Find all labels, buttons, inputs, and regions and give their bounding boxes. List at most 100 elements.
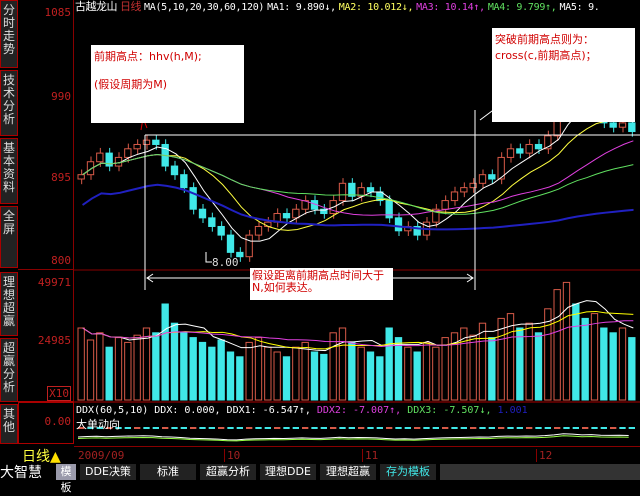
volume-bar (142, 327, 151, 401)
volume-tick: 49971 (37, 276, 71, 289)
ma30-line (82, 154, 634, 215)
period-label: 日线 (22, 449, 50, 465)
candle (133, 143, 141, 150)
volume-bar (525, 322, 533, 401)
candle (198, 208, 207, 219)
annotation-prior-high: 前期高点：hhv(h,M); (假设周期为M) (91, 45, 244, 123)
candle (478, 174, 487, 184)
volume-bar (516, 327, 524, 401)
candle (217, 225, 225, 236)
candle (441, 200, 449, 210)
ddx-axis: 0.00 (18, 402, 74, 444)
ma-params: MA(5,10,20,30,60,120) (144, 2, 265, 13)
volume-bar (320, 353, 328, 401)
tab-lixiang-dde[interactable]: 理想DDE (260, 464, 316, 480)
annotation-text: 突破前期高点则为： (495, 33, 594, 46)
volume-ma20-line (82, 320, 634, 347)
volume-bar (469, 334, 477, 401)
ddx-subtitle: 大单动向 (76, 418, 120, 431)
tab-chaoying-analysis[interactable]: 超赢分析 (200, 464, 256, 480)
candle (357, 187, 365, 197)
volume-axis: 49971 24985 X10 (18, 270, 74, 402)
candle (180, 174, 188, 189)
candle (469, 182, 477, 189)
candle (432, 208, 440, 223)
candle (385, 200, 393, 219)
ddx-params: DDX(60,5,10) (76, 405, 149, 416)
date-tick: 2009/09 (78, 449, 125, 462)
ddx-tick: 0.00 (44, 415, 72, 428)
volume-bar (488, 337, 496, 401)
candle (460, 187, 468, 193)
volume-bar (180, 332, 188, 401)
candle (348, 182, 356, 197)
candle (301, 200, 309, 210)
tab-dde-decision[interactable]: DDE决策 (80, 464, 136, 480)
candle (450, 191, 459, 202)
period-selector[interactable]: 日线▲ (18, 446, 74, 465)
volume-bar (217, 339, 225, 401)
volume-bar (572, 303, 580, 401)
tab-intraday[interactable]: 分时走势 (0, 0, 18, 68)
candle (105, 152, 113, 167)
ma5-value: MA5: 9. (559, 2, 600, 13)
tab-lixiang-chaoying[interactable]: 理想超赢 (0, 272, 18, 336)
ddx3-value: DDX3: -7.507↓, (407, 405, 492, 416)
volume-bar (600, 327, 608, 401)
volume-bar (292, 346, 300, 401)
volume-bar (338, 327, 347, 401)
candle (208, 217, 216, 227)
candle (506, 148, 515, 158)
volume-bar (282, 356, 291, 401)
volume-bar (628, 337, 636, 401)
ma2-value: MA2: 10.012↓, (338, 2, 414, 13)
tab-save-template[interactable]: 存为模板 (380, 464, 436, 480)
volume-bar (441, 337, 449, 401)
low-price-label: 8.00 (212, 256, 239, 269)
volume-bar (553, 289, 561, 401)
price-tick: 1085 (44, 6, 72, 19)
volume-bar (413, 351, 421, 401)
volume-bar (273, 351, 281, 401)
volume-bar (161, 303, 169, 401)
tab-chaoying-analysis[interactable]: 超赢分析 (0, 338, 18, 402)
ma4-value: MA4: 9.799↑, (487, 2, 557, 13)
volume-bar (581, 317, 589, 401)
candle (394, 217, 403, 232)
tab-other[interactable]: 其他 (0, 404, 18, 444)
kline-chart[interactable] (74, 0, 640, 444)
volume-bar (357, 346, 365, 401)
tab-lixiang-chaoying[interactable]: 理想超赢 (320, 464, 376, 480)
tab-standard[interactable]: 标准 (140, 464, 196, 480)
annotation-period-question: 假设距离前期高点时间大于N,如何表达。 (250, 268, 393, 300)
tab-bar-filler (440, 464, 640, 480)
volume-ma5-line (82, 300, 634, 352)
ddx1-value: DDX1: -6.547↑, (226, 405, 311, 416)
price-tick: 990 (51, 90, 71, 103)
candle (236, 251, 244, 258)
volume-bar (96, 332, 104, 401)
ma1-value: MA1: 9.890↓, (267, 2, 336, 13)
tab-technical[interactable]: 技术分析 (0, 70, 18, 136)
volume-bar (236, 356, 244, 401)
volume-bar (450, 332, 459, 401)
tab-fundamentals[interactable]: 基本资料 (0, 138, 18, 204)
volume-bar (77, 327, 85, 401)
volume-bar (609, 332, 617, 401)
volume-bar (385, 327, 393, 401)
volume-unit: X10 (47, 386, 71, 401)
volume-bar (366, 351, 375, 401)
annotation-text: (假设周期为M) (94, 78, 168, 91)
volume-bar (152, 332, 160, 401)
volume-tick: 24985 (37, 334, 71, 347)
ddx-line (77, 435, 629, 442)
triangle-up-icon: ▲ (50, 449, 61, 465)
candle (254, 225, 263, 236)
brand-logo: 大智慧 (0, 465, 42, 481)
tab-template[interactable]: 模板 (56, 464, 76, 494)
tab-fullscreen[interactable]: 全屏 (0, 206, 18, 268)
ma5-line (82, 100, 634, 242)
candle (516, 148, 524, 154)
annotation-breakout: 突破前期高点则为： cross(c,前期高点)； (492, 28, 635, 122)
candle (142, 139, 151, 145)
